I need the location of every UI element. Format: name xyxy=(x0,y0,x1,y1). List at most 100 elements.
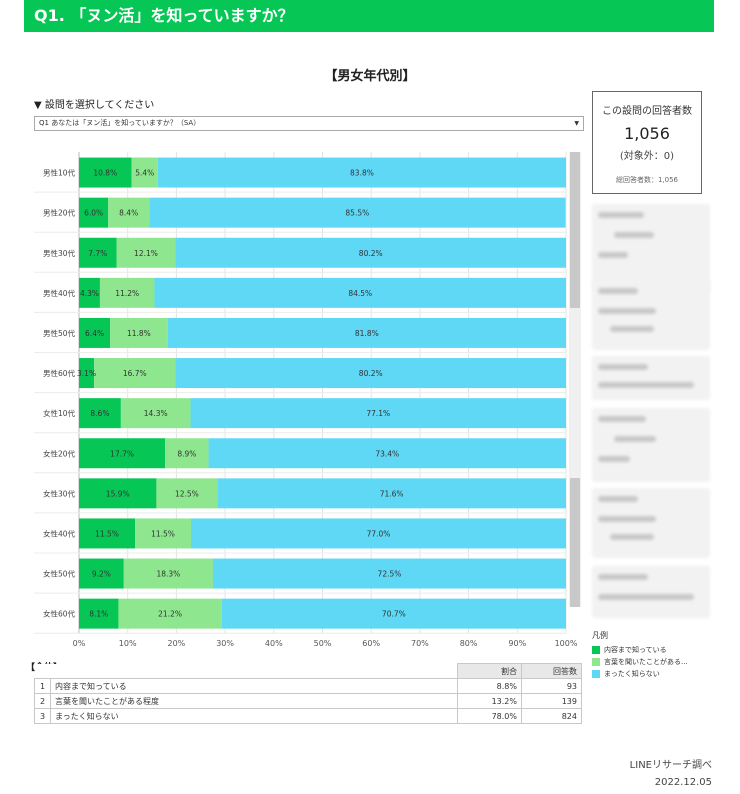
blurred-filter-panel xyxy=(592,566,710,618)
stacked-bar-chart: 0% 10% 20% 30% 40% 50% 60% 70% 80% 90% 100% 男性10代 10… xyxy=(34,152,581,648)
bar-segment xyxy=(221,598,567,629)
x-tick-label: 40% xyxy=(265,639,283,648)
bar-segment xyxy=(79,438,166,469)
bar-segment xyxy=(175,237,566,268)
bar-segment xyxy=(190,398,566,429)
data-label: 84.5% xyxy=(348,289,372,298)
table-row: 3 まったく知らない 78.0% 824 xyxy=(34,708,582,724)
legend-title: 凡例 xyxy=(592,631,608,640)
row-number: 2 xyxy=(34,693,51,709)
blurred-filter-panel xyxy=(592,356,710,400)
page-title: Q1. 「ヌン活」を知っていますか？ xyxy=(34,6,294,25)
bar-segment xyxy=(217,478,567,509)
data-label: 15.9% xyxy=(106,489,130,498)
question-select[interactable]: Q1 あなたは「ヌン活」を知っていますか？（SA） ▼ xyxy=(34,116,584,131)
legend-item[interactable]: 内容まで知っている xyxy=(592,646,688,658)
bar-segment xyxy=(149,197,566,228)
data-label: 77.1% xyxy=(366,409,390,418)
chart-scrollbar-thumb[interactable] xyxy=(570,152,580,308)
data-label: 8.1% xyxy=(89,610,108,619)
x-tick-label: 20% xyxy=(168,639,186,648)
row-label: 言葉を聞いたことがある程度 xyxy=(50,693,458,709)
bar-segment xyxy=(156,478,218,509)
data-label: 8.4% xyxy=(119,209,138,218)
bar-segment xyxy=(79,398,121,429)
data-label: 10.8% xyxy=(93,169,117,178)
bar-segment xyxy=(131,157,158,188)
row-count: 824 xyxy=(521,708,582,724)
category-label: 男性60代 xyxy=(43,368,76,378)
bar-segment xyxy=(79,197,109,228)
chart-labels: 0% 10% 20% 30% 40% 50% 60% 70% 80% 90% 100% 男性10代 10… xyxy=(43,168,578,648)
legend-label: 内容まで知っている xyxy=(604,646,667,654)
x-tick-label: 0% xyxy=(73,639,86,648)
category-label: 女性60代 xyxy=(43,609,76,619)
respondent-count-title: この設問の回答者数 xyxy=(602,106,692,117)
data-label: 12.1% xyxy=(134,249,158,258)
x-tick-label: 30% xyxy=(216,639,234,648)
bar-segment xyxy=(79,358,95,389)
legend-label: 言葉を聞いたことがある... xyxy=(604,658,688,666)
bar-segment xyxy=(154,277,567,308)
category-label: 男性30代 xyxy=(43,248,76,258)
data-label: 11.5% xyxy=(151,529,175,538)
data-label: 11.2% xyxy=(115,289,139,298)
bar-segment xyxy=(79,558,124,589)
bar-segment xyxy=(79,478,157,509)
legend-item[interactable]: まったく知らない xyxy=(592,670,688,682)
data-label: 3.1% xyxy=(77,369,96,378)
bar-segment xyxy=(79,157,132,188)
bar-segment xyxy=(118,598,222,629)
category-label: 女性30代 xyxy=(43,488,76,498)
legend-swatch xyxy=(592,658,600,666)
bar-segment xyxy=(165,438,209,469)
data-label: 12.5% xyxy=(175,489,199,498)
data-label: 8.9% xyxy=(177,449,196,458)
col-count-header: 回答数 xyxy=(521,663,582,679)
blurred-filter-panel xyxy=(592,488,710,558)
bar-segment xyxy=(157,157,567,188)
data-label: 11.5% xyxy=(95,529,119,538)
chevron-down-icon: ▼ xyxy=(574,120,579,127)
bar-segment xyxy=(79,518,136,549)
row-number: 1 xyxy=(34,678,51,694)
row-count: 93 xyxy=(521,678,582,694)
data-label: 17.7% xyxy=(110,449,134,458)
data-label: 83.8% xyxy=(350,169,374,178)
category-label: 男性50代 xyxy=(43,328,76,338)
x-tick-label: 60% xyxy=(362,639,380,648)
bar-segment xyxy=(108,197,150,228)
bar-segment xyxy=(99,277,155,308)
data-label: 11.8% xyxy=(127,329,151,338)
bar-segment xyxy=(212,558,567,589)
data-label: 8.6% xyxy=(90,409,109,418)
blurred-filter-panel xyxy=(592,204,710,292)
chart-subtitle: 【男女年代別】 xyxy=(324,69,416,84)
data-label: 18.3% xyxy=(156,570,180,579)
legend-label: まったく知らない xyxy=(604,670,660,678)
bar-segment xyxy=(120,398,191,429)
x-tick-label: 100% xyxy=(555,639,578,648)
data-label: 9.2% xyxy=(92,570,111,579)
chart-scrollbar-thumb[interactable] xyxy=(570,478,580,607)
bar-segment xyxy=(167,317,566,348)
summary-table: 割合 回答数 1 内容まで知っている 8.8% 93 2 言葉を聞いたことがある… xyxy=(34,663,582,724)
bar-segment xyxy=(79,317,111,348)
row-ratio: 8.8% xyxy=(457,678,522,694)
col-ratio-header: 割合 xyxy=(457,663,522,679)
data-label: 7.7% xyxy=(88,249,107,258)
legend-item[interactable]: 言葉を聞いたことがある... xyxy=(592,658,688,670)
summary-header-row: 割合 回答数 xyxy=(34,663,582,679)
row-label: まったく知らない xyxy=(50,708,458,724)
data-label: 4.3% xyxy=(80,289,99,298)
data-label: 6.0% xyxy=(84,209,103,218)
bar-segment xyxy=(208,438,567,469)
blurred-filter-panel xyxy=(592,280,710,350)
category-label: 女性10代 xyxy=(43,408,76,418)
data-label: 16.7% xyxy=(123,369,147,378)
excluded-count: (対象外：0) xyxy=(619,151,675,162)
data-label: 85.5% xyxy=(345,209,369,218)
category-label: 男性10代 xyxy=(43,168,76,178)
page-title-banner: Q1. 「ヌン活」を知っていますか？ xyxy=(24,0,714,32)
bar-segment xyxy=(135,518,192,549)
